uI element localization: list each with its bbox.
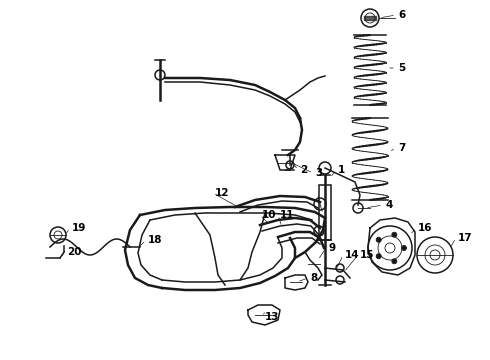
Text: 2: 2 <box>300 165 307 175</box>
Text: 16: 16 <box>418 223 433 233</box>
Text: 19: 19 <box>72 223 86 233</box>
Circle shape <box>376 254 381 259</box>
Circle shape <box>392 259 397 264</box>
Text: 13: 13 <box>265 312 279 322</box>
Text: 4: 4 <box>385 200 392 210</box>
Circle shape <box>401 246 407 251</box>
Text: 14: 14 <box>345 250 360 260</box>
Text: 6: 6 <box>398 10 405 20</box>
Text: 7: 7 <box>398 143 405 153</box>
Text: 3: 3 <box>315 168 322 178</box>
Text: 15: 15 <box>360 250 374 260</box>
Text: 9: 9 <box>328 243 335 253</box>
Circle shape <box>376 237 381 242</box>
Text: 11: 11 <box>280 210 294 220</box>
Text: 10: 10 <box>262 210 276 220</box>
Text: 12: 12 <box>215 188 229 198</box>
FancyBboxPatch shape <box>319 185 331 240</box>
Text: 17: 17 <box>458 233 473 243</box>
Text: 20: 20 <box>67 247 81 257</box>
Circle shape <box>392 232 397 237</box>
Text: 8: 8 <box>310 273 317 283</box>
Text: 5: 5 <box>398 63 405 73</box>
Text: 18: 18 <box>148 235 163 245</box>
Text: 1: 1 <box>338 165 345 175</box>
